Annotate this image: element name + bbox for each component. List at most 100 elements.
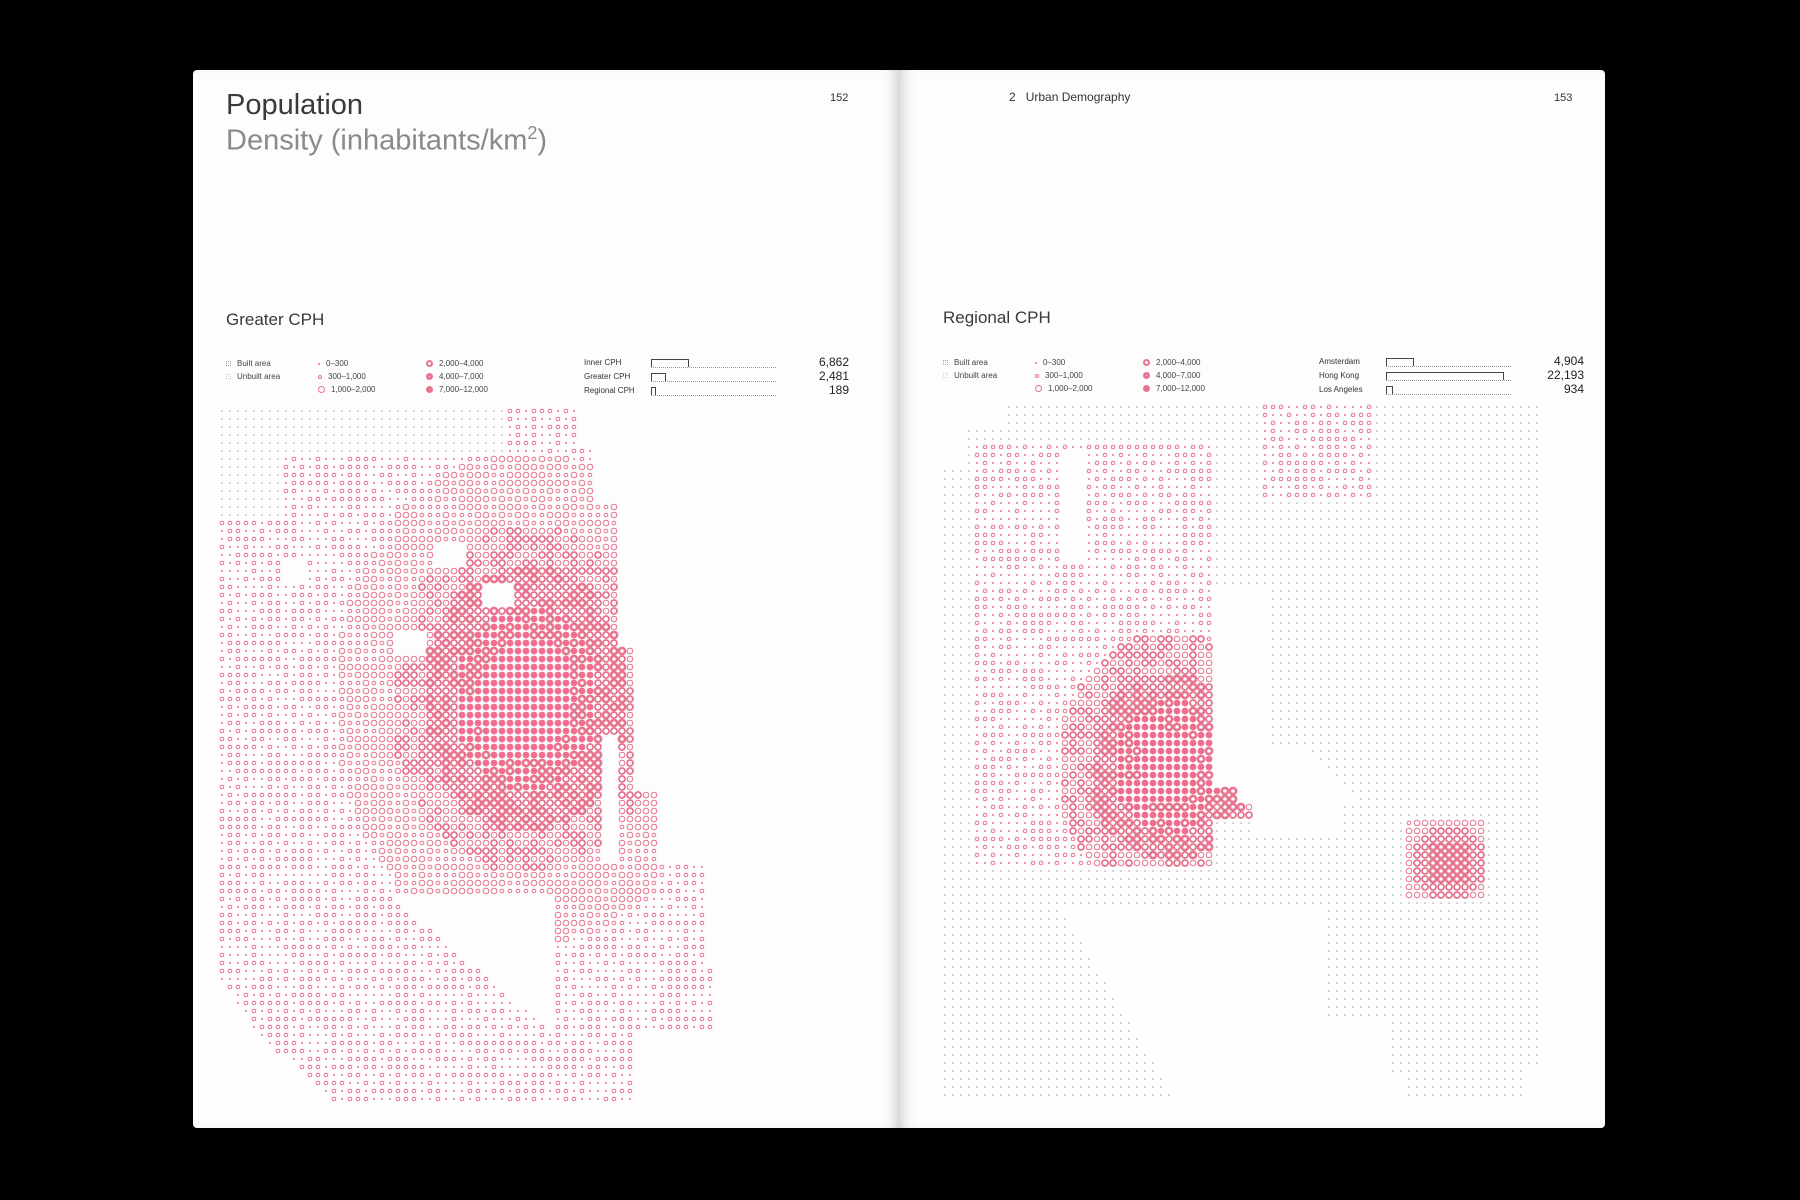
density-cell <box>395 1024 401 1030</box>
density-cell <box>611 1088 617 1094</box>
density-cell <box>579 1080 585 1086</box>
density-cell <box>394 863 402 871</box>
density-cell <box>501 1066 503 1068</box>
density-cell <box>693 890 695 892</box>
density-cell <box>587 1008 593 1014</box>
land-dot <box>1128 406 1130 408</box>
land-dot <box>1216 462 1218 464</box>
density-cell <box>315 992 321 998</box>
land-dot <box>469 450 471 452</box>
land-dot <box>1408 438 1410 440</box>
density-cell <box>1174 444 1180 450</box>
density-cell <box>1302 428 1308 434</box>
land-dot <box>477 434 479 436</box>
density-cell <box>557 946 559 948</box>
density-cell <box>546 551 554 559</box>
density-cell <box>275 1032 281 1038</box>
density-cell <box>301 458 303 460</box>
density-cell <box>522 879 530 887</box>
density-cell <box>597 970 599 972</box>
density-cell <box>402 759 410 767</box>
density-cell <box>578 479 586 487</box>
density-cell <box>530 863 538 871</box>
comparison-axis <box>1386 394 1511 395</box>
density-cell <box>571 424 577 430</box>
land-dot <box>349 410 351 412</box>
density-cell <box>458 535 466 543</box>
density-cell <box>339 792 345 798</box>
density-cell <box>395 1064 401 1070</box>
density-cell <box>509 1090 511 1092</box>
density-cell <box>378 623 386 631</box>
density-cell <box>531 408 537 414</box>
density-cell <box>513 806 523 816</box>
density-cell <box>522 831 530 839</box>
density-cell <box>386 855 394 863</box>
density-cell <box>555 1032 561 1038</box>
density-cell <box>379 1088 385 1094</box>
density-cell <box>554 527 562 535</box>
density-cell <box>974 452 980 458</box>
density-cell <box>418 743 426 751</box>
land-dot <box>1480 454 1482 456</box>
density-cell <box>355 848 361 854</box>
land-dot <box>397 434 399 436</box>
density-cell <box>418 679 426 687</box>
density-cell <box>331 496 337 502</box>
density-cell <box>403 480 409 486</box>
density-cell <box>642 823 650 831</box>
density-cell <box>355 1040 361 1046</box>
density-cell <box>219 816 225 822</box>
density-cell <box>443 840 449 846</box>
density-cell <box>317 778 319 780</box>
density-cell <box>1336 422 1338 424</box>
density-cell <box>458 519 466 527</box>
density-cell <box>611 928 617 934</box>
land-dot <box>469 434 471 436</box>
density-cell <box>482 687 490 695</box>
density-dot-icon <box>318 374 322 379</box>
land-dot <box>309 418 311 420</box>
density-cell <box>571 1048 577 1054</box>
density-cell <box>1056 470 1058 472</box>
density-cell <box>579 472 585 478</box>
density-cell <box>545 774 555 784</box>
density-cell <box>1112 470 1114 472</box>
land-dot <box>1528 470 1530 472</box>
density-cell <box>307 592 313 598</box>
density-cell <box>245 946 247 948</box>
density-cell <box>634 799 642 807</box>
density-cell <box>451 1056 457 1062</box>
density-cell <box>506 863 514 871</box>
density-cell <box>691 960 697 966</box>
density-cell <box>522 599 530 607</box>
density-cell <box>227 968 233 974</box>
land-dot <box>373 410 375 412</box>
density-cell <box>259 960 265 966</box>
density-grid-map-regional-cph <box>944 404 1538 1096</box>
density-cell <box>473 670 483 680</box>
density-cell <box>429 466 431 468</box>
density-cell <box>323 472 329 478</box>
density-cell <box>331 1048 337 1054</box>
density-cell <box>307 1064 313 1070</box>
density-cell <box>397 474 399 476</box>
land-dot <box>1384 438 1386 440</box>
density-cell <box>635 848 641 854</box>
density-cell <box>325 986 327 988</box>
density-cell <box>299 608 305 614</box>
density-cell <box>269 538 271 540</box>
density-cell <box>403 1016 409 1022</box>
density-cell <box>243 816 249 822</box>
density-cell <box>474 615 482 623</box>
density-cell <box>547 472 553 478</box>
density-cell <box>411 472 417 478</box>
density-cell <box>221 706 223 708</box>
density-cell <box>459 528 465 534</box>
density-cell <box>522 751 530 759</box>
density-cell <box>421 466 423 468</box>
land-dot <box>237 474 239 476</box>
land-dot <box>1184 430 1186 432</box>
density-cell <box>285 618 287 620</box>
density-cell <box>277 714 279 716</box>
